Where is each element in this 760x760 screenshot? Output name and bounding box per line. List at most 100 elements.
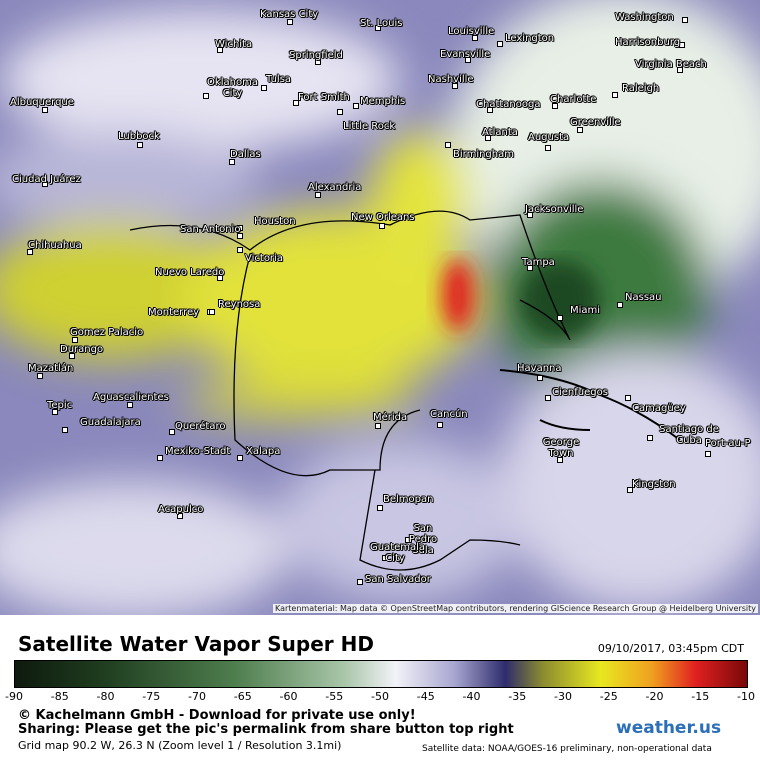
- city-label: Wichita: [215, 39, 253, 50]
- city-label: Tulsa: [266, 74, 292, 85]
- city-label: Guatemala City: [370, 542, 426, 564]
- city-label: Jacksonville: [525, 204, 584, 215]
- city-marker: [465, 57, 471, 63]
- city-marker: [52, 409, 58, 415]
- city-marker: [337, 109, 343, 115]
- scale-label: -50: [371, 690, 389, 703]
- city-label: Mexiko-Stadt: [165, 446, 231, 457]
- brand: weather.us: [616, 718, 722, 738]
- city-marker: [705, 451, 711, 457]
- city-label: Chihuahua: [28, 240, 82, 251]
- city-label: Chattanooga: [476, 99, 541, 110]
- city-marker: [485, 135, 491, 141]
- city-label: St. Louis: [360, 18, 403, 29]
- city-marker: [37, 373, 43, 379]
- city-marker: [293, 100, 299, 106]
- city-label: New Orleans: [351, 212, 415, 223]
- city-marker: [405, 537, 411, 543]
- scale-label: -90: [5, 690, 23, 703]
- city-label: Greenville: [570, 117, 621, 128]
- city-marker: [537, 375, 543, 381]
- city-marker: [472, 35, 478, 41]
- city-label: Dallas: [230, 149, 261, 160]
- city-marker: [157, 455, 163, 461]
- city-label: Cancún: [430, 409, 468, 420]
- city-label: Kingston: [632, 479, 676, 490]
- city-marker: [612, 92, 618, 98]
- city-marker: [42, 181, 48, 187]
- city-label: Lubbock: [118, 131, 160, 142]
- city-marker: [679, 42, 685, 48]
- scale-label: -15: [691, 690, 710, 703]
- city-marker: [177, 513, 183, 519]
- city-label: Monterrey: [148, 307, 200, 318]
- city-label: Ciudad Juárez: [12, 174, 81, 185]
- city-marker: [217, 47, 223, 53]
- city-label: Washington: [615, 12, 674, 23]
- city-label: San Pedro Sula: [408, 523, 438, 556]
- city-label: Nassau: [625, 292, 662, 303]
- city-label: Lexington: [505, 33, 555, 44]
- city-label: Querétaro: [175, 421, 226, 432]
- scale-label: -85: [50, 690, 69, 703]
- city-label: Gomez Palacio: [70, 327, 144, 338]
- satellite-map: Kartenmaterial: Map data © OpenStreetMap…: [0, 0, 760, 615]
- scale-label: -40: [462, 690, 481, 703]
- city-marker: [577, 127, 583, 133]
- city-label: Acapulco: [158, 504, 204, 515]
- city-marker: [379, 223, 385, 229]
- city-label: Harrisonburg: [615, 37, 681, 48]
- city-marker: [452, 83, 458, 89]
- city-marker: [27, 249, 33, 255]
- city-label: Havanna: [517, 363, 562, 374]
- city-label: Albuquerque: [10, 97, 74, 108]
- city-marker: [315, 192, 321, 198]
- city-marker: [237, 233, 243, 239]
- city-label: Guadalajara: [80, 417, 141, 428]
- city-label: San Salvador: [365, 574, 431, 585]
- copyright: © Kachelmann GmbH - Download for private…: [18, 708, 416, 723]
- city-label: Evansville: [440, 49, 491, 60]
- city-marker: [557, 315, 563, 321]
- city-label: Augusta: [528, 132, 570, 143]
- city-marker: [237, 455, 243, 461]
- city-label: Tepic: [47, 400, 73, 411]
- city-marker: [545, 145, 551, 151]
- city-marker: [209, 309, 215, 315]
- city-label: Reynosa: [218, 299, 261, 310]
- city-marker: [375, 25, 381, 31]
- city-marker: [487, 107, 493, 113]
- city-marker: [127, 402, 133, 408]
- city-marker: [617, 302, 623, 308]
- city-marker: [261, 85, 267, 91]
- city-label: Aguascalientes: [93, 392, 169, 403]
- city-marker: [203, 93, 209, 99]
- city-marker: [315, 59, 321, 65]
- city-label: Belmopan: [383, 494, 434, 505]
- city-label: Durango: [60, 344, 104, 355]
- imagery: [0, 0, 760, 615]
- scale-label: -10: [737, 690, 755, 703]
- city-marker: [72, 337, 78, 343]
- timestamp: 09/10/2017, 03:45pm CDT: [597, 642, 744, 655]
- city-label: Oklahoma City: [207, 77, 258, 99]
- city-marker: [497, 41, 503, 47]
- city-marker: [527, 212, 533, 218]
- city-label: Cienfuegos: [552, 387, 608, 398]
- city-label: Little Rock: [343, 121, 396, 132]
- city-marker: [445, 142, 451, 148]
- city-marker: [137, 142, 143, 148]
- scale-label: -45: [416, 690, 435, 703]
- scale-label: -30: [554, 690, 572, 703]
- city-label: Santiago de Cuba: [659, 424, 719, 446]
- city-label: Tampa: [522, 257, 555, 268]
- city-marker: [437, 422, 443, 428]
- city-marker: [229, 159, 235, 165]
- scale-label: -70: [188, 690, 206, 703]
- city-label: Port-au-P: [705, 438, 751, 449]
- city-marker: [647, 435, 653, 441]
- city-marker: [217, 275, 223, 281]
- city-label: Virginia Beach: [635, 59, 707, 70]
- scale-label: -35: [508, 690, 527, 703]
- scale-label: -20: [645, 690, 664, 703]
